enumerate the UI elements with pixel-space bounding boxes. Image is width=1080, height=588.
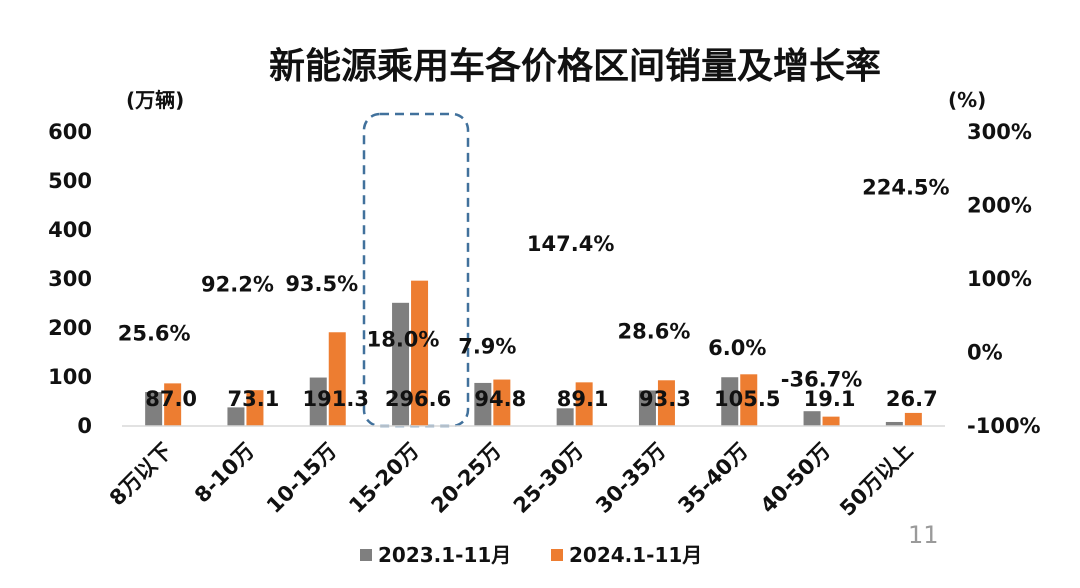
growth-label: 92.2% xyxy=(201,273,274,297)
category-labels: 8万以下 8-10万 10-15万 15-20万 20-25万 25-30万 30-35万 3… xyxy=(105,439,918,521)
left-axis-unit: (万辆) xyxy=(126,88,184,112)
bar-2024 xyxy=(328,332,346,426)
bar-2023 xyxy=(227,407,245,426)
bar-2023 xyxy=(474,382,492,426)
bar-2024 xyxy=(164,383,182,426)
bar-2023 xyxy=(392,302,410,426)
value-label: 73.1 xyxy=(228,387,280,411)
value-label: 105.5 xyxy=(714,387,780,411)
value-label: 93.3 xyxy=(639,387,691,411)
value-label: 89.1 xyxy=(557,387,609,411)
bar-2024 xyxy=(822,416,840,426)
growth-label: 7.9% xyxy=(458,335,516,359)
growth-label: -36.7% xyxy=(781,367,863,391)
bar-2024 xyxy=(575,382,593,426)
bar-2023 xyxy=(885,421,903,426)
right-tick-label: -100% xyxy=(967,414,1041,438)
growth-label: 6.0% xyxy=(708,336,766,360)
left-tick-label: 0 xyxy=(77,414,92,438)
left-tick-label: 200 xyxy=(48,316,92,340)
bar-2024 xyxy=(246,390,264,426)
category-label: 30-35万 xyxy=(591,439,670,518)
left-tick-label: 300 xyxy=(48,267,92,291)
category-label: 40-50万 xyxy=(756,439,835,518)
value-label: 87.0 xyxy=(145,387,197,411)
bar-2023 xyxy=(803,411,821,426)
growth-label: 18.0% xyxy=(367,327,440,351)
legend: 2023.1-11月 2024.1-11月 xyxy=(360,543,702,567)
bar-2023 xyxy=(638,390,656,426)
value-label: 94.8 xyxy=(474,387,526,411)
bar-2023 xyxy=(721,377,739,426)
growth-label: 147.4% xyxy=(527,232,614,256)
category-label: 50万以上 xyxy=(835,439,917,521)
value-label: 191.3 xyxy=(303,387,369,411)
value-label: 19.1 xyxy=(804,387,856,411)
bar-2024 xyxy=(657,380,675,426)
growth-labels: 25.6% 92.2% 93.5% 18.0% 7.9% 147.4% 28.6% 6.0%-… xyxy=(118,175,950,391)
left-tick-label: 500 xyxy=(48,169,92,193)
right-tick-label: 0% xyxy=(967,341,1003,365)
legend-swatch-2024 xyxy=(551,549,563,561)
left-tick-label: 100 xyxy=(48,365,92,389)
value-label: 296.6 xyxy=(385,387,451,411)
page-number: 11 xyxy=(908,521,939,549)
category-label: 35-40万 xyxy=(673,439,752,518)
growth-label: 224.5% xyxy=(862,175,949,199)
bar-2024 xyxy=(904,412,922,426)
left-tick-label: 400 xyxy=(48,218,92,242)
growth-label: 93.5% xyxy=(285,272,358,296)
bar-2023 xyxy=(309,377,327,426)
right-axis-unit: (%) xyxy=(948,88,986,112)
bar-2023 xyxy=(145,392,163,426)
bar-2024 xyxy=(740,374,758,426)
growth-label: 25.6% xyxy=(118,322,191,346)
legend-label-2024: 2024.1-11月 xyxy=(569,543,702,567)
right-axis: -100% 0% 100% 200% 300% xyxy=(967,120,1041,438)
growth-label: 28.6% xyxy=(618,319,691,343)
chart-title: 新能源乘用车各价格区间销量及增长率 xyxy=(269,46,881,87)
value-label: 26.7 xyxy=(886,387,938,411)
right-tick-label: 300% xyxy=(967,120,1032,144)
bar-2024 xyxy=(493,379,511,426)
left-axis: 0 100 200 300 400 500 600 xyxy=(48,120,92,438)
bars xyxy=(145,280,922,426)
bar-2024 xyxy=(411,280,429,426)
bar-2023 xyxy=(556,408,574,426)
right-tick-label: 200% xyxy=(967,194,1032,218)
category-label: 8万以下 xyxy=(105,439,177,511)
legend-swatch-2023 xyxy=(360,549,372,561)
value-labels: 87.0 73.1 191.3 296.6 94.8 89.1 93.3 105.5 19.1 2… xyxy=(145,387,938,411)
category-label: 20-25万 xyxy=(427,439,506,518)
category-label: 10-15万 xyxy=(262,439,341,518)
left-tick-label: 600 xyxy=(48,120,92,144)
category-label: 15-20万 xyxy=(344,439,423,518)
category-label: 25-30万 xyxy=(509,439,588,518)
category-label: 8-10万 xyxy=(190,439,259,508)
right-tick-label: 100% xyxy=(967,267,1032,291)
legend-label-2023: 2023.1-11月 xyxy=(378,543,511,567)
